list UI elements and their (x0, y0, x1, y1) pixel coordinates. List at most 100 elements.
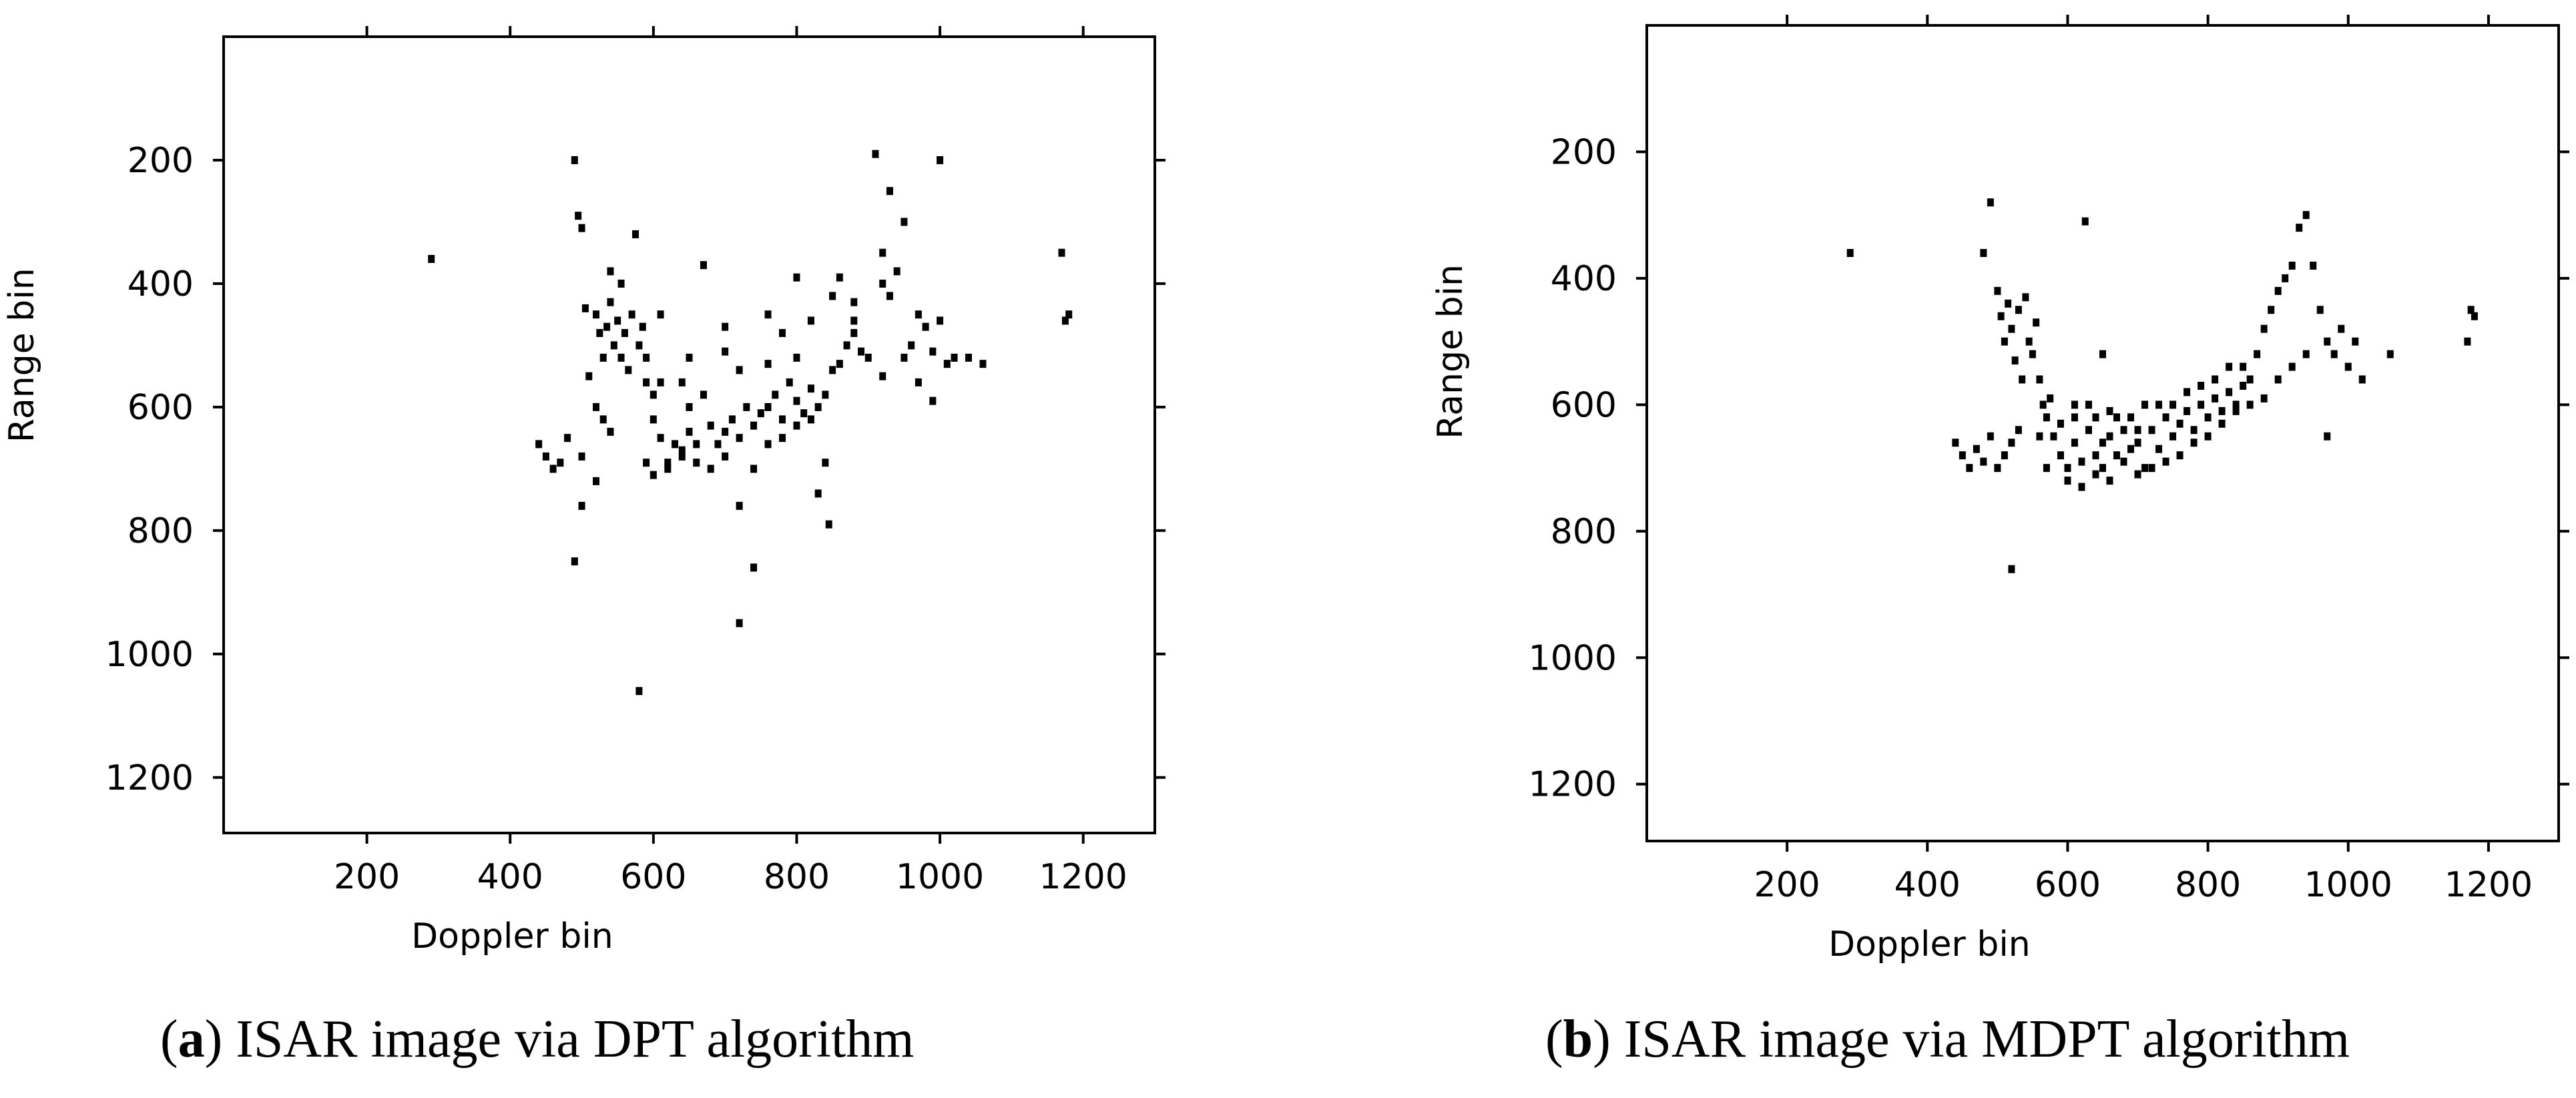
scatter-point-a-15 (625, 366, 632, 374)
scatter-point-a-11 (610, 341, 617, 350)
scatter-point-b-104 (2085, 400, 2092, 409)
scatter-point-a-82 (664, 459, 672, 467)
scatter-point-a-47 (743, 402, 750, 411)
y-tick-label-a-1000: 1000 (105, 635, 194, 675)
scatter-point-a-102 (736, 366, 743, 374)
scatter-point-a-121 (657, 378, 664, 386)
scatter-point-a-24 (578, 452, 585, 461)
scatter-point-b-39 (2113, 451, 2121, 460)
scatter-point-a-46 (736, 434, 743, 443)
scatter-point-a-60 (836, 360, 843, 368)
scatter-point-b-102 (2057, 419, 2064, 428)
scatter-point-a-17 (632, 230, 639, 238)
scatter-point-b-79 (2467, 306, 2475, 314)
scatter-point-a-73 (929, 347, 937, 356)
scatter-point-b-61 (2268, 306, 2275, 314)
x-tick-label-a-200: 200 (334, 857, 400, 897)
scatter-point-a-29 (535, 440, 543, 449)
scatter-point-b-63 (2282, 274, 2289, 282)
scatter-point-b-42 (2134, 439, 2141, 447)
scatter-point-a-45 (728, 415, 736, 424)
scatter-point-a-101 (722, 347, 729, 356)
scatter-point-a-22 (599, 415, 607, 424)
scatter-point-a-128 (617, 279, 625, 288)
scatter-point-b-55 (2226, 388, 2233, 396)
y-tick-label-a-1200: 1200 (105, 758, 194, 798)
scatter-point-b-2 (1987, 198, 1994, 207)
scatter-point-a-49 (757, 409, 764, 418)
scatter-point-a-65 (872, 150, 879, 158)
scatter-point-a-35 (657, 434, 664, 443)
scatter-point-a-117 (1061, 316, 1069, 325)
scatter-point-a-114 (929, 396, 937, 405)
scatter-point-a-87 (736, 501, 743, 510)
scatter-point-b-113 (2212, 375, 2219, 384)
scatter-point-b-24 (1980, 457, 1987, 466)
scatter-point-a-21 (593, 402, 599, 411)
scatter-point-b-82 (2092, 470, 2099, 479)
scatter-point-a-54 (793, 396, 800, 405)
scatter-point-a-85 (707, 465, 714, 473)
scatter-point-a-13 (617, 353, 625, 362)
scatter-point-a-16 (628, 310, 635, 319)
scatter-point-a-50 (764, 402, 772, 411)
scatter-point-b-66 (2302, 211, 2310, 220)
scatter-point-a-75 (937, 156, 944, 164)
scatter-point-b-4 (1997, 312, 2005, 320)
scatter-point-a-112 (900, 353, 908, 362)
scatter-point-b-111 (2183, 388, 2191, 396)
scatter-point-b-45 (2155, 445, 2163, 453)
scatter-point-a-41 (700, 261, 707, 270)
scatter-point-a-52 (779, 415, 786, 424)
scatter-point-a-129 (650, 415, 657, 424)
scatter-point-b-94 (2260, 394, 2268, 402)
scatter-point-a-57 (814, 402, 822, 411)
scatter-point-a-127 (607, 267, 614, 276)
scatter-point-b-38 (2106, 432, 2113, 441)
scatter-point-a-74 (937, 316, 944, 325)
scatter-point-b-57 (2240, 381, 2247, 390)
scatter-point-a-108 (836, 273, 843, 282)
scatter-point-b-92 (2232, 406, 2240, 415)
scatter-point-a-111 (886, 292, 893, 300)
scatter-point-b-22 (1994, 464, 2001, 473)
scatter-point-a-105 (793, 273, 800, 282)
scatter-point-b-108 (2141, 400, 2149, 409)
scatter-point-a-5 (585, 372, 593, 380)
scatter-point-a-67 (886, 187, 893, 196)
scatter-point-a-91 (793, 421, 800, 430)
scatter-point-b-53 (2212, 394, 2219, 402)
scatter-point-b-114 (2226, 362, 2233, 371)
x-tick-label-a-600: 600 (620, 857, 686, 897)
y-tick-label-b-400: 400 (1551, 259, 1617, 299)
scatter-point-b-86 (2148, 464, 2155, 473)
scatter-point-a-113 (915, 378, 922, 386)
scatter-point-a-3 (578, 224, 585, 232)
scatter-point-b-119 (2134, 426, 2141, 435)
scatter-point-b-83 (2106, 477, 2113, 485)
scatter-point-a-56 (807, 384, 814, 393)
scatter-point-b-72 (2344, 362, 2352, 371)
scatter-point-a-76 (943, 360, 951, 368)
scatter-point-a-42 (707, 421, 714, 430)
scatter-point-a-124 (793, 353, 800, 362)
scatter-point-a-103 (764, 310, 772, 319)
scatter-point-b-51 (2198, 400, 2205, 409)
scatter-point-a-59 (829, 366, 836, 374)
scatter-point-a-98 (657, 310, 664, 319)
scatter-point-b-41 (2127, 445, 2135, 453)
scatter-point-a-99 (678, 378, 686, 386)
scatter-point-b-116 (2071, 400, 2078, 409)
scatter-point-b-73 (2352, 337, 2359, 346)
scatter-point-a-92 (807, 415, 814, 424)
scatter-point-b-101 (2043, 464, 2050, 473)
x-tick-label-b-1000: 1000 (2304, 865, 2392, 905)
scatter-point-b-29 (2008, 565, 2015, 573)
scatter-point-b-107 (2127, 413, 2135, 422)
scatter-point-a-48 (750, 421, 758, 430)
caption-b: (b) ISAR image via MDPT algorithm (1545, 1010, 2350, 1069)
scatter-point-a-23 (607, 427, 614, 436)
scatter-point-a-34 (650, 390, 657, 399)
scatter-point-b-76 (2324, 432, 2331, 441)
